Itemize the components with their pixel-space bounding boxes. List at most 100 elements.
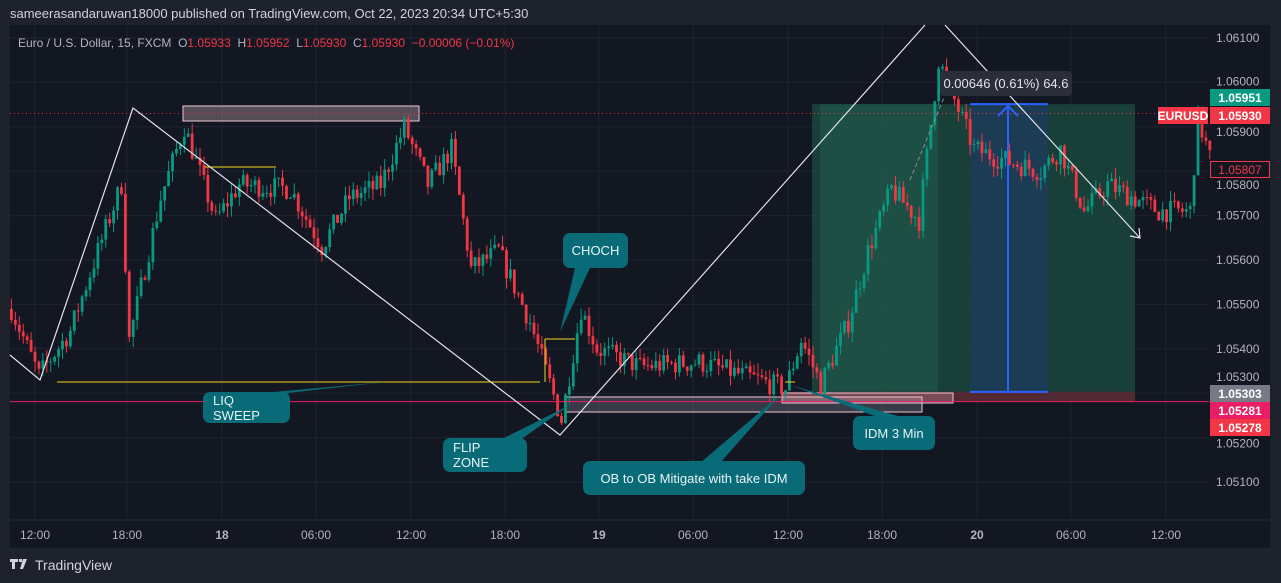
candle: [123, 193, 127, 272]
candle: [1039, 178, 1043, 181]
line-price-label: 1.05281: [1210, 402, 1270, 419]
candle: [1074, 170, 1078, 198]
callout-pointer: [500, 405, 570, 440]
candle: [1129, 196, 1133, 206]
candle: [288, 197, 292, 199]
candle: [611, 344, 614, 347]
candle: [532, 322, 536, 335]
candle: [1055, 162, 1058, 165]
callout-idm[interactable]: IDM 3 Min: [853, 416, 935, 450]
candle: [560, 416, 563, 424]
candle: [929, 124, 933, 149]
candle: [41, 360, 45, 369]
candle: [100, 239, 104, 244]
zigzag-trendline[interactable]: [9, 24, 926, 436]
candle: [913, 217, 917, 219]
callout-liq-sweep[interactable]: LIQ SWEEP: [203, 392, 290, 423]
time-axis[interactable]: [10, 520, 1270, 548]
x-tick-label: 12:00: [396, 528, 426, 542]
candle: [925, 148, 929, 180]
candle: [1145, 196, 1149, 198]
candle: [795, 356, 799, 369]
candle: [1153, 199, 1157, 212]
candle: [1086, 206, 1090, 211]
candle: [784, 390, 787, 395]
y-tick-label: 1.05900: [1216, 125, 1260, 139]
x-tick-label: 12:00: [773, 528, 803, 542]
callout-flip-zone[interactable]: FLIP ZONE: [443, 438, 527, 472]
candle: [395, 143, 398, 165]
candle: [308, 219, 312, 228]
candle: [13, 319, 17, 325]
candle: [509, 269, 512, 279]
x-tick-label: 12:00: [1151, 528, 1181, 542]
candle: [1133, 196, 1137, 207]
candle: [438, 162, 442, 176]
candle: [870, 245, 874, 249]
projection-trendline[interactable]: [944, 24, 1141, 239]
candle: [1059, 145, 1062, 165]
crosshair-price-label: 1.05807: [1210, 161, 1270, 178]
candle: [135, 295, 139, 321]
x-tick-label: 18: [215, 528, 229, 542]
candle: [347, 195, 351, 200]
candle: [422, 156, 426, 166]
candle: [304, 216, 308, 220]
candle: [363, 187, 367, 193]
candle: [524, 304, 528, 324]
long-position-stop-zone[interactable]: [782, 391, 1135, 402]
candle: [178, 144, 182, 150]
candle: [222, 203, 225, 212]
low-label: L: [296, 36, 303, 50]
candle: [964, 111, 968, 119]
candle: [1169, 200, 1172, 223]
symbol-name[interactable]: Euro / U.S. Dollar, 15, FXCM: [18, 36, 172, 50]
candle: [1157, 211, 1161, 221]
candle: [831, 362, 835, 366]
candle: [465, 218, 469, 251]
candle: [1078, 197, 1082, 208]
candle: [662, 355, 666, 371]
x-tick-label: 06:00: [301, 528, 331, 542]
candle: [807, 348, 811, 355]
candle: [296, 193, 300, 212]
callout-ob-mitigate[interactable]: OB to OB Mitigate with take IDM: [583, 461, 805, 495]
candle: [905, 202, 909, 206]
candle: [1031, 168, 1035, 177]
candle: [127, 271, 131, 337]
candle: [214, 210, 218, 212]
candle: [57, 349, 60, 357]
candle: [941, 66, 945, 69]
candle: [1090, 193, 1094, 207]
candle: [402, 118, 406, 138]
candle: [520, 294, 524, 305]
candle: [736, 367, 740, 374]
candle: [626, 353, 630, 355]
candle: [233, 193, 237, 198]
candle: [772, 374, 776, 395]
candle: [689, 365, 693, 371]
candle: [1015, 164, 1019, 167]
candle: [37, 361, 41, 369]
candle: [104, 219, 108, 240]
candle: [351, 189, 355, 200]
candle: [391, 164, 394, 172]
candle: [1196, 107, 1200, 176]
candle: [788, 370, 791, 391]
candle: [226, 203, 229, 207]
candle: [76, 310, 80, 312]
candle: [721, 365, 725, 368]
measure-label: 0.00646 (0.61%) 64.6: [940, 71, 1072, 96]
callout-choch[interactable]: CHOCH: [563, 233, 628, 268]
candle: [666, 355, 669, 363]
candle: [371, 180, 375, 190]
candle: [1066, 165, 1070, 169]
open-value: 1.05933: [187, 36, 231, 50]
candle: [175, 149, 178, 154]
candle: [53, 356, 57, 362]
close-label: C: [352, 36, 362, 50]
tradingview-brand[interactable]: TradingView: [10, 557, 112, 573]
candle: [701, 354, 705, 372]
candle: [890, 185, 893, 189]
